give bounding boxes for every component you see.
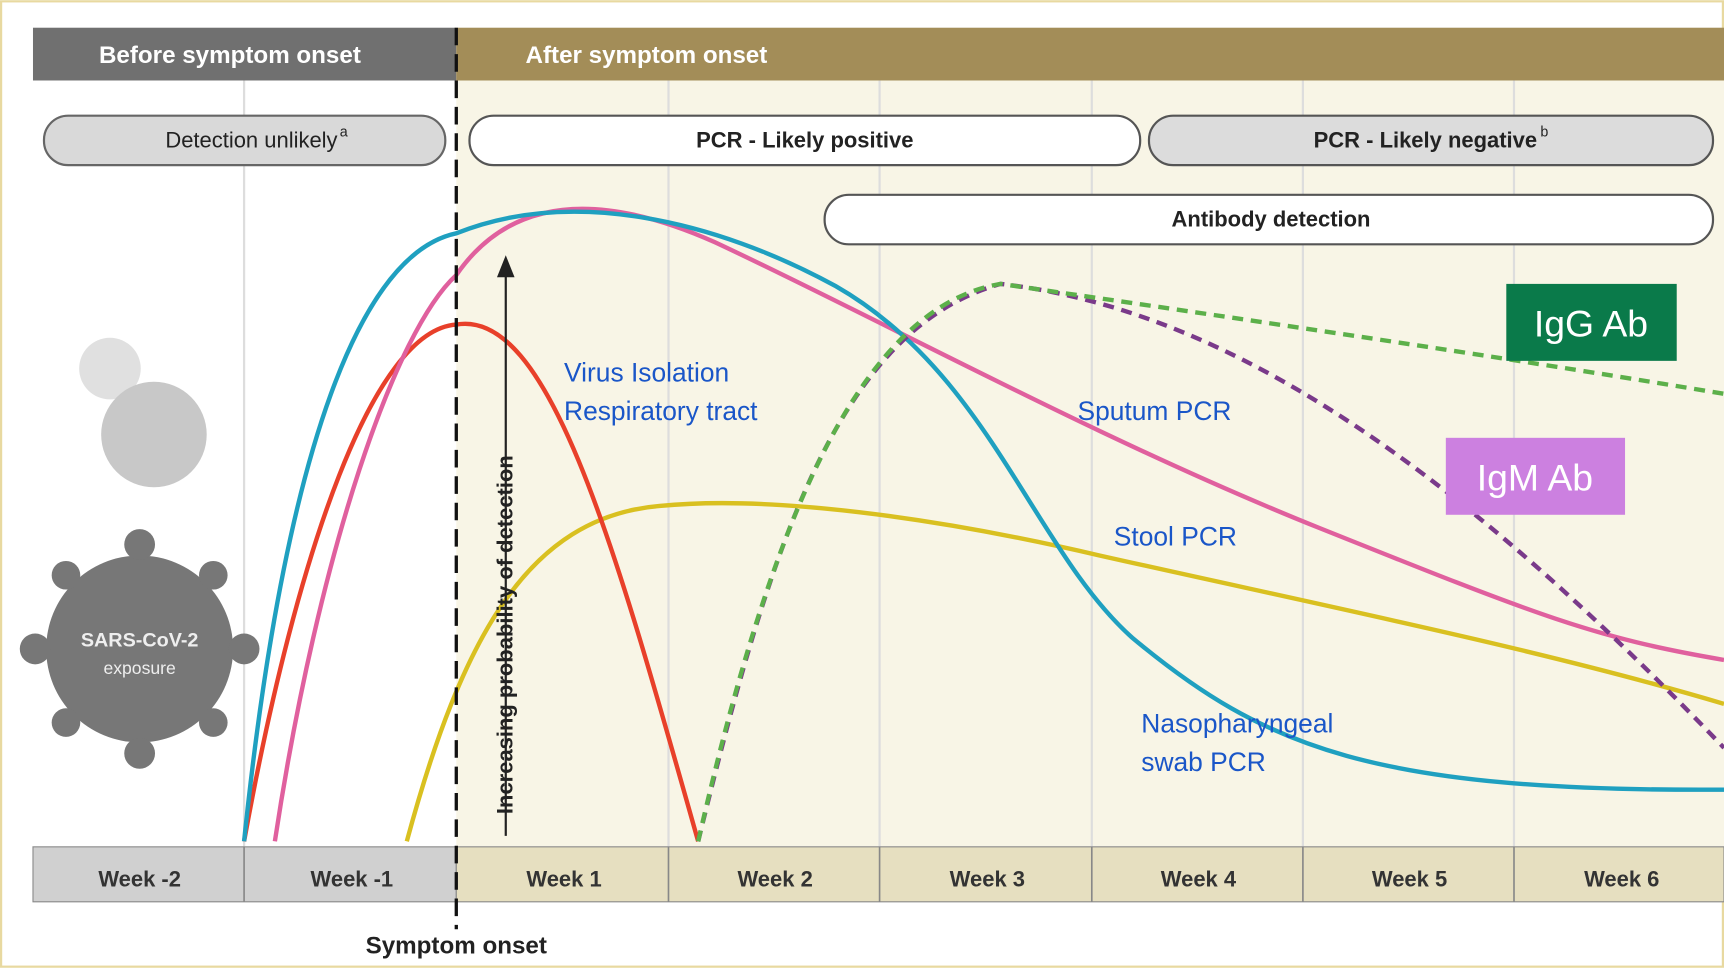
week-label: Week 6 — [1584, 866, 1659, 891]
y-axis-label: Increasing probability of detection — [492, 455, 517, 814]
exposure-text: exposure — [103, 658, 175, 678]
phase-text: PCR - Likely positive — [696, 128, 913, 153]
week-label: Week -2 — [98, 866, 181, 891]
week-label: Week 5 — [1372, 866, 1447, 891]
curve-label: swab PCR — [1141, 747, 1266, 777]
header-after-text: After symptom onset — [526, 42, 768, 69]
phase-text: Antibody detection — [1172, 207, 1371, 232]
curve-label: Stool PCR — [1114, 522, 1237, 552]
week-bar — [456, 847, 1724, 902]
phase-text: Detection unlikely — [165, 128, 337, 153]
week-label: Week -1 — [311, 866, 394, 891]
header-before-text: Before symptom onset — [99, 42, 361, 69]
diagram: Before symptom onset After symptom onset… — [0, 0, 1724, 968]
footnote-mark: b — [1540, 125, 1548, 141]
exposure-text: SARS-CoV-2 — [81, 630, 199, 652]
curve-label: Nasopharyngeal — [1141, 708, 1333, 738]
badge-text: IgG Ab — [1534, 303, 1648, 345]
curve-label: Respiratory tract — [564, 396, 758, 426]
week-label: Week 4 — [1161, 866, 1237, 891]
week-label: Week 1 — [526, 866, 601, 891]
phase-text: PCR - Likely negative — [1314, 128, 1537, 153]
week-label: Week 2 — [737, 866, 812, 891]
curve-label: Virus Isolation — [564, 358, 729, 388]
footnote-mark: a — [340, 125, 348, 141]
badge-text: IgM Ab — [1477, 457, 1593, 499]
week-label: Week 3 — [950, 866, 1025, 891]
x-axis-label: Symptom onset — [366, 932, 547, 959]
curve-label: Sputum PCR — [1078, 396, 1232, 426]
